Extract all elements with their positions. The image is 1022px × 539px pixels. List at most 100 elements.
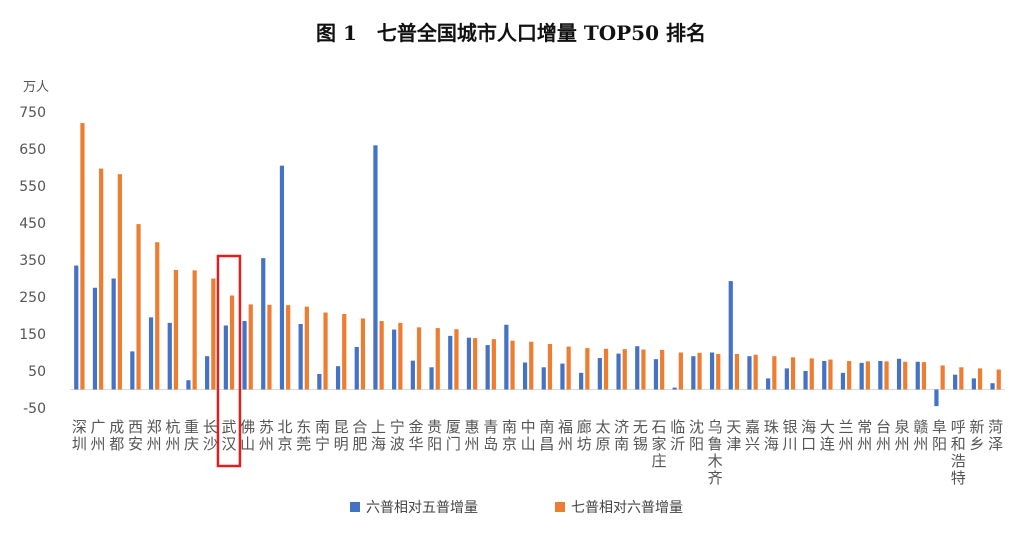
bar-series-1 <box>915 361 920 390</box>
category-label: 上海 <box>371 418 386 453</box>
bar-series-2 <box>342 314 347 390</box>
category-label: 北京 <box>278 418 293 453</box>
bar-series-1 <box>298 324 303 390</box>
bar-series-2 <box>996 369 1001 390</box>
bar-series-1 <box>896 358 902 390</box>
category-label: 新乡 <box>969 418 984 453</box>
bar-series-1 <box>354 346 359 390</box>
category-label: 西安 <box>128 418 143 453</box>
category-label: 银川 <box>782 418 797 453</box>
bar-series-1 <box>392 329 397 390</box>
bar-series-2 <box>697 352 702 390</box>
bar-series-1 <box>448 335 453 390</box>
bar-series-2 <box>80 123 85 390</box>
category-label: 杭州 <box>165 418 180 453</box>
category-label: 天津 <box>726 418 741 453</box>
category-label: 太原 <box>595 418 610 453</box>
category-label: 大连 <box>820 418 835 453</box>
bar-series-2 <box>678 352 683 390</box>
category-label: 临沂 <box>670 418 685 453</box>
bar-series-2 <box>304 306 309 390</box>
category-label: 苏州 <box>259 418 274 453</box>
category-label: 中山 <box>521 418 536 453</box>
bar-series-2 <box>211 278 216 390</box>
category-label: 南昌 <box>539 418 554 453</box>
category-label: 长沙 <box>203 418 218 453</box>
category-label: 深圳 <box>72 418 87 453</box>
category-label: 赣州 <box>913 418 928 453</box>
category-label: 嘉兴 <box>745 418 760 453</box>
bar-series-1 <box>971 378 976 390</box>
bar-series-1 <box>223 325 228 390</box>
category-label: 乌鲁木齐 <box>708 418 723 487</box>
y-tick-label: 750 <box>19 105 46 121</box>
y-tick-label: 650 <box>19 142 46 158</box>
bar-series-1 <box>504 324 509 390</box>
bar-series-2 <box>903 361 908 390</box>
bar-series-1 <box>317 373 322 390</box>
bar-series-2 <box>323 312 328 390</box>
legend-swatch <box>555 502 565 512</box>
bar-series-2 <box>229 295 235 390</box>
bar-series-2 <box>117 174 122 390</box>
category-label: 昆明 <box>334 418 349 453</box>
bar-series-1 <box>579 372 584 390</box>
category-label: 重庆 <box>184 418 199 453</box>
bar-series-1 <box>822 361 827 390</box>
legend: 六普相对五普增量 七普相对六普增量 <box>350 500 683 516</box>
bar-series-1 <box>279 165 285 390</box>
bar-series-2 <box>865 361 870 390</box>
bar-series-1 <box>803 371 808 390</box>
category-label: 沈阳 <box>689 418 704 453</box>
bar-series-2 <box>622 349 627 390</box>
bar-series-1 <box>541 367 546 390</box>
bar-series-2 <box>360 318 366 390</box>
category-label: 珠海 <box>764 418 779 453</box>
category-label: 南宁 <box>315 418 330 453</box>
bar-series-2 <box>809 358 814 390</box>
bar-series-1 <box>205 356 210 390</box>
bar-series-2 <box>248 304 253 390</box>
bar-series-2 <box>435 328 440 390</box>
bar-series-2 <box>603 348 609 390</box>
bar-series-1 <box>373 145 378 390</box>
category-label: 福州 <box>558 418 573 453</box>
y-axis-unit-label: 万人 <box>23 80 49 95</box>
bar-series-1 <box>242 321 247 390</box>
bar-series-2 <box>790 357 796 390</box>
category-label: 惠州 <box>465 418 480 453</box>
bar-series-2 <box>155 242 160 390</box>
category-label: 济南 <box>614 418 629 453</box>
y-tick-label: -50 <box>23 401 46 417</box>
category-label: 呼和浩特 <box>951 418 966 487</box>
bar-series-2 <box>379 321 384 390</box>
y-tick-label: 550 <box>19 179 46 195</box>
category-label: 郑州 <box>147 418 162 453</box>
category-label: 佛山 <box>240 418 255 453</box>
highlight-box <box>216 254 242 468</box>
bar-series-2 <box>716 353 721 390</box>
bar-series-1 <box>934 389 939 407</box>
category-label: 金华 <box>408 418 423 453</box>
category-label: 常州 <box>857 418 872 453</box>
bar-series-1 <box>466 337 472 390</box>
category-label: 广州 <box>91 418 106 453</box>
bar-series-1 <box>859 362 864 390</box>
bar-series-2 <box>547 343 553 390</box>
category-label: 宁波 <box>390 418 405 453</box>
y-tick-label: 350 <box>19 253 46 269</box>
bar-series-1 <box>111 278 116 390</box>
bar-series-1 <box>148 317 154 390</box>
category-label: 海口 <box>801 418 816 453</box>
bar-series-2 <box>921 362 927 390</box>
bar-series-1 <box>335 366 341 390</box>
bar-series-2 <box>529 341 534 390</box>
category-label: 厦门 <box>446 418 461 453</box>
bar-series-1 <box>635 346 640 390</box>
bar-series-2 <box>977 368 983 390</box>
bar-series-1 <box>92 287 98 390</box>
bar-series-2 <box>267 304 272 390</box>
bar-series-1 <box>485 345 490 390</box>
bar-series-2 <box>847 361 852 390</box>
